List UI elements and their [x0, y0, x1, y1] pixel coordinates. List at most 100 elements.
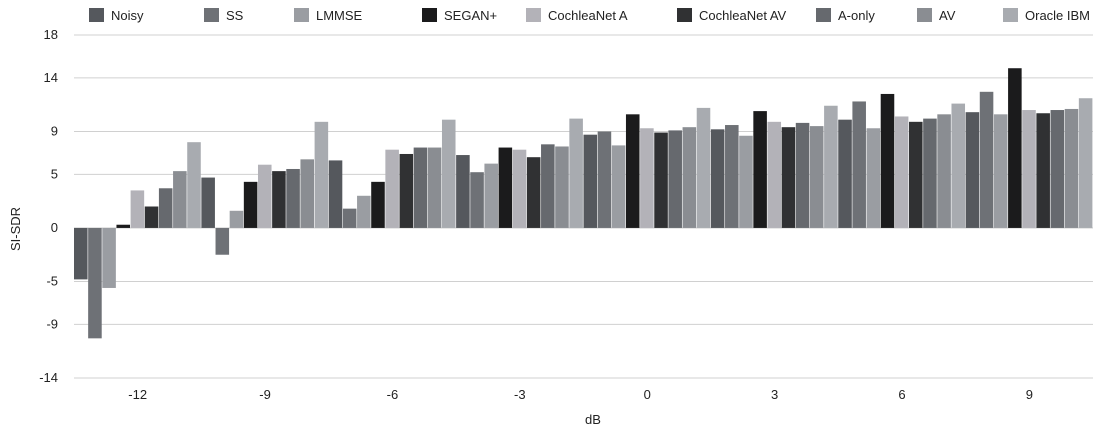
bar	[427, 147, 442, 228]
x-axis-title: dB	[585, 412, 601, 427]
bar	[385, 149, 399, 228]
bar	[753, 111, 767, 228]
x-tick-label: -12	[128, 387, 147, 402]
x-tick-label: -6	[387, 387, 399, 402]
y-tick-label: -14	[39, 370, 58, 385]
bar	[300, 159, 314, 228]
bar	[88, 227, 102, 339]
legend: Noisy SS LMMSE SEGAN+ CochleaNet A CochleaNet…	[89, 8, 1090, 23]
bar	[272, 171, 286, 228]
bar	[399, 153, 414, 228]
bar	[640, 128, 654, 228]
legend-label: CochleaNet A	[548, 8, 628, 23]
legend-label: SS	[226, 8, 244, 23]
legend-label: A-only	[838, 8, 875, 23]
bar	[993, 114, 1008, 228]
bar	[441, 119, 456, 228]
x-tick-label: 0	[644, 387, 651, 402]
bar	[286, 168, 300, 228]
bar	[739, 135, 753, 228]
bar	[357, 195, 371, 228]
bar	[130, 190, 145, 228]
x-tick-label: -9	[259, 387, 271, 402]
bar	[767, 121, 782, 228]
bar	[838, 119, 852, 228]
bar	[880, 93, 895, 228]
bar	[894, 116, 909, 228]
y-tick-label: 14	[44, 70, 58, 85]
bar	[725, 125, 739, 228]
bar	[187, 142, 201, 228]
bar	[484, 163, 498, 228]
bar	[1064, 108, 1079, 228]
bar	[979, 91, 994, 228]
bar	[116, 224, 131, 228]
legend-swatch	[294, 8, 309, 22]
bar	[852, 101, 866, 228]
legend-label: Oracle IBM	[1025, 8, 1090, 23]
bar	[710, 129, 725, 228]
legend-swatch	[89, 8, 104, 22]
legend-swatch	[204, 8, 219, 22]
bar	[371, 181, 385, 228]
bar	[158, 188, 173, 228]
bar	[541, 144, 555, 228]
x-tick-label: 6	[898, 387, 905, 402]
bar	[682, 127, 697, 228]
bar	[824, 105, 838, 228]
bar	[1078, 98, 1093, 228]
x-tick-label: 3	[771, 387, 778, 402]
legend-swatch	[526, 8, 541, 22]
bar	[342, 208, 357, 228]
bar	[201, 177, 215, 228]
legend-swatch	[1003, 8, 1018, 22]
bar	[668, 130, 682, 228]
y-tick-label: 0	[51, 220, 58, 235]
bar	[611, 145, 626, 228]
bar	[328, 160, 343, 228]
y-tick-label: 18	[44, 27, 58, 42]
y-tick-label: -5	[46, 274, 58, 289]
bar	[229, 210, 244, 228]
bar	[583, 134, 598, 228]
bar	[597, 131, 612, 228]
x-tick-label: -3	[514, 387, 526, 402]
legend-label: CochleaNet AV	[699, 8, 787, 23]
bar	[1022, 110, 1036, 228]
bar	[74, 227, 88, 280]
bar	[470, 172, 484, 228]
legend-swatch	[422, 8, 437, 22]
bar	[951, 103, 966, 228]
legend-label: LMMSE	[316, 8, 363, 23]
bar	[1008, 68, 1022, 228]
bar	[1036, 113, 1050, 228]
y-tick-label: 9	[51, 123, 58, 138]
legend-swatch	[816, 8, 831, 22]
bar	[512, 149, 527, 228]
bar	[498, 147, 513, 228]
bar	[1050, 110, 1065, 228]
bar	[809, 126, 824, 228]
bar	[526, 157, 541, 228]
axes: 18 14 9 5 0 -5 -9 -14 -12 -9 -6 -3 0 3 6 9	[39, 27, 1033, 402]
legend-label: Noisy	[111, 8, 144, 23]
bar	[866, 128, 881, 228]
bar	[781, 127, 796, 228]
bar	[909, 121, 923, 228]
bar	[555, 146, 569, 228]
bar	[937, 114, 951, 228]
bar	[965, 112, 980, 228]
bar	[795, 122, 810, 228]
bar	[569, 118, 583, 228]
bar	[173, 171, 187, 228]
bar	[102, 227, 116, 288]
bar	[696, 107, 711, 228]
legend-label: AV	[939, 8, 956, 23]
legend-swatch	[917, 8, 932, 22]
bar	[456, 155, 470, 228]
y-axis-title: SI-SDR	[8, 207, 23, 251]
legend-swatch	[677, 8, 692, 22]
bars	[74, 68, 1093, 339]
